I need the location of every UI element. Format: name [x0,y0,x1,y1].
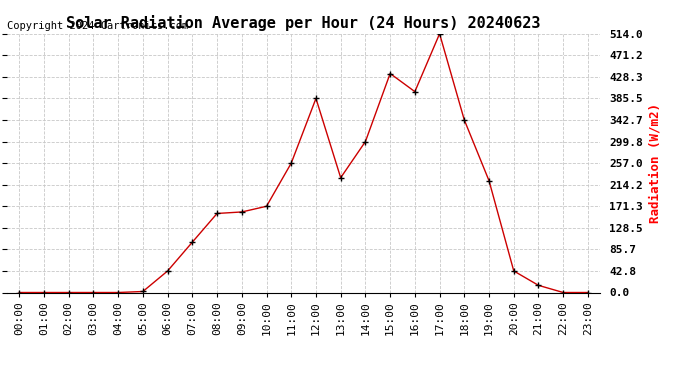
Title: Solar Radiation Average per Hour (24 Hours) 20240623: Solar Radiation Average per Hour (24 Hou… [66,15,541,31]
Y-axis label: Radiation (W/m2): Radiation (W/m2) [649,103,662,223]
Text: Copyright 2024 Cartronics.com: Copyright 2024 Cartronics.com [7,21,188,31]
